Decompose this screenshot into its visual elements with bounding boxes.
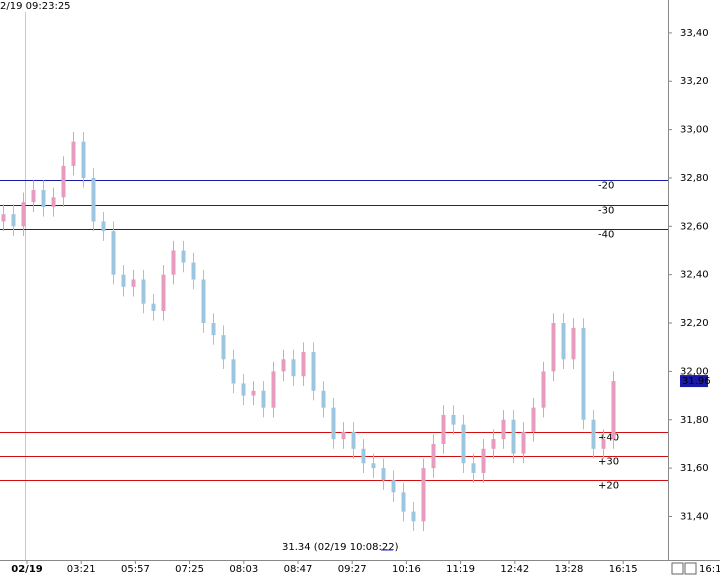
candle-body: [411, 511, 416, 522]
last-price-label: 31.96: [682, 376, 711, 387]
candle-body: [131, 279, 136, 287]
x-tick-label: 07:25: [175, 564, 204, 575]
candle-body: [361, 448, 366, 464]
candle-body: [611, 381, 616, 440]
x-tick-label: 03:21: [67, 564, 96, 575]
candle-body: [601, 439, 606, 449]
candle-body: [401, 492, 406, 512]
candle-body: [61, 165, 66, 198]
candle-body: [281, 359, 286, 372]
candle-body: [521, 431, 526, 454]
candle-body: [111, 231, 116, 275]
candle-body: [71, 141, 76, 166]
candle-body: [451, 414, 456, 425]
y-tick-label: 32,00: [680, 366, 709, 377]
y-tick-label: 32,80: [680, 173, 709, 184]
candle-body: [141, 279, 146, 304]
candle-body: [31, 190, 36, 203]
candle-body: [241, 383, 246, 396]
x-tick-label: 12:42: [500, 564, 529, 575]
level-label: +20: [598, 481, 619, 492]
candle-body: [231, 359, 236, 384]
candle-body: [371, 463, 376, 469]
candle-body: [581, 327, 586, 420]
y-tick-label: 33,40: [680, 28, 709, 39]
last-price-box: [680, 375, 708, 388]
candle-body: [41, 190, 46, 207]
candle-body: [501, 419, 506, 440]
candle-body: [471, 463, 476, 473]
y-tick-label: 31,40: [680, 511, 709, 522]
tool-icon[interactable]: [684, 562, 697, 575]
candle-body: [291, 359, 296, 377]
candle-body: [321, 390, 326, 408]
y-tick-label: 32,60: [680, 221, 709, 232]
y-tick-label: 33,00: [680, 125, 709, 136]
low-annotation: 31.34 (02/19 10:08:22): [282, 542, 399, 553]
candle-body: [211, 323, 216, 336]
candle-body: [551, 323, 556, 372]
footer-time: 16:15: [699, 564, 720, 575]
candle-body: [171, 250, 176, 275]
candle-body: [301, 352, 306, 377]
candle-body: [511, 419, 516, 454]
candle-body: [201, 279, 206, 324]
candle-body: [121, 274, 126, 287]
candle-body: [391, 480, 396, 493]
candle-body: [461, 424, 466, 464]
candle-body: [11, 214, 16, 227]
candle-body: [561, 323, 566, 360]
level-label: +40: [598, 433, 619, 444]
candle-body: [431, 443, 436, 469]
level-label: -20: [598, 181, 614, 192]
x-tick-label: 08:47: [284, 564, 313, 575]
x-tick-label: 11:19: [446, 564, 475, 575]
candle-body: [341, 431, 346, 440]
level-label: -40: [598, 230, 614, 241]
candle-body: [351, 431, 356, 449]
candle-body: [591, 419, 596, 449]
candle-body: [101, 221, 106, 232]
candle-body: [571, 327, 576, 360]
candle-body: [311, 352, 316, 391]
x-tick-label: 13:28: [555, 564, 584, 575]
candle-body: [491, 439, 496, 449]
candle-body: [151, 303, 156, 311]
candle-body: [21, 202, 26, 227]
x-tick-label: 02/19: [11, 564, 43, 575]
candle-body: [421, 468, 426, 522]
y-tick-label: 32,20: [680, 318, 709, 329]
candle-body: [221, 335, 226, 360]
candle-body: [531, 407, 536, 432]
candle-body: [181, 250, 186, 263]
candle-body: [191, 262, 196, 280]
x-tick-label: 05:57: [121, 564, 150, 575]
candle-body: [481, 448, 486, 473]
candle-body: [1, 214, 6, 222]
candle-body: [441, 414, 446, 444]
x-tick-label: 09:27: [338, 564, 367, 575]
candle-body: [331, 407, 336, 440]
candle-body: [271, 371, 276, 408]
level-label: -30: [598, 206, 614, 217]
level-label: +30: [598, 457, 619, 468]
y-tick-label: 33,20: [680, 76, 709, 87]
candle-body: [81, 141, 86, 178]
candle-body: [161, 274, 166, 311]
x-tick-label: 16:15: [609, 564, 638, 575]
candle-body: [251, 390, 256, 396]
candle-body: [51, 197, 56, 207]
y-tick-label: 31,80: [680, 415, 709, 426]
tool-icon[interactable]: [671, 562, 684, 575]
candle-body: [261, 390, 266, 408]
candle-body: [541, 371, 546, 408]
x-tick-label: 10:16: [392, 564, 421, 575]
x-tick-label: 08:03: [229, 564, 258, 575]
candle-body: [381, 468, 386, 481]
candle-body: [91, 177, 96, 222]
y-tick-label: 32,40: [680, 270, 709, 281]
timestamp: 2/19 09:23:25: [0, 1, 71, 12]
y-tick-label: 31,60: [680, 463, 709, 474]
